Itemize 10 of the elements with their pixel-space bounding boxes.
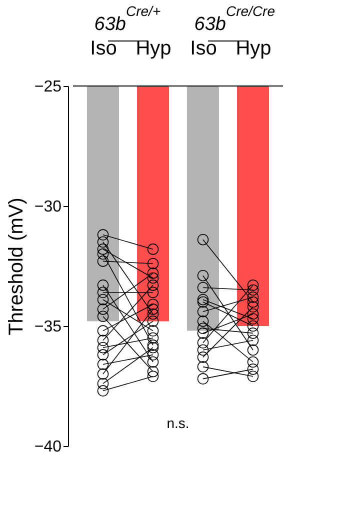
annotation: n.s. bbox=[166, 415, 190, 431]
x-tick-label: Hyp bbox=[136, 38, 172, 60]
y-tick-label: −35 bbox=[34, 318, 62, 336]
y-tick-label: −30 bbox=[34, 198, 62, 216]
y-tick-label: −25 bbox=[34, 78, 62, 96]
y-axis-title: Threshold (mV) bbox=[5, 198, 28, 336]
x-tick-label: Iso bbox=[90, 38, 117, 60]
y-tick-label: −40 bbox=[34, 438, 62, 456]
x-tick-label: Hyp bbox=[236, 38, 272, 60]
x-tick-label: Iso bbox=[190, 38, 217, 60]
